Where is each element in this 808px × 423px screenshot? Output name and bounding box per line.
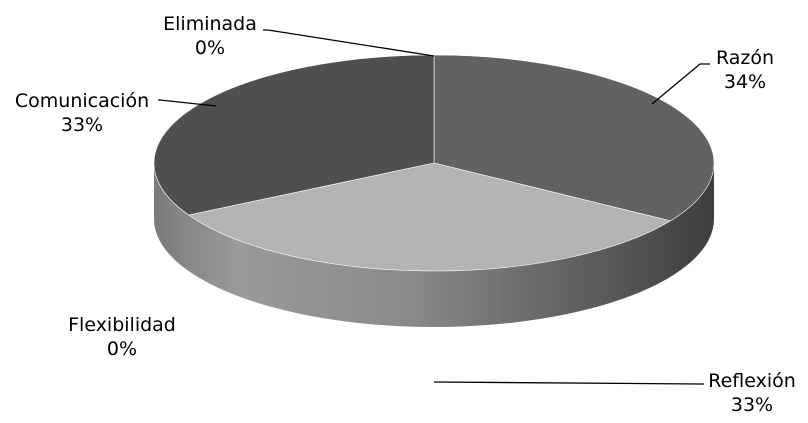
pie-slice-reflexion [187,162,672,272]
pie-top-faces [153,54,715,272]
pie-slice-razon [433,54,715,222]
data-label-reflexion: Reflexión 33% [696,369,808,417]
slice-name-reflexion: Reflexión [708,370,796,392]
pie-slice-comunicacion [153,54,435,216]
slice-value-razon: 34% [723,71,767,93]
leader-line-reflexion [433,381,704,385]
slice-name-comunicacion: Comunicación [14,90,150,112]
leader-line-comunicacion [158,99,217,107]
slice-value-reflexion: 33% [730,394,774,416]
leader-line-eliminada [263,29,435,57]
slice-value-flexibilidad: 0% [106,338,138,360]
data-label-razon: Razón 34% [700,46,790,94]
slice-name-razon: Razón [715,47,775,69]
leader-lines [158,29,710,385]
slice-name-flexibilidad: Flexibilidad [68,314,176,336]
data-label-comunicacion: Comunicación 33% [2,89,162,137]
data-label-eliminada: Eliminada 0% [150,12,270,60]
pie-side-band [154,163,714,327]
slice-value-eliminada: 0% [194,37,226,59]
leader-line-razon [651,63,710,105]
pie-sides [154,163,714,327]
data-label-flexibilidad: Flexibilidad 0% [52,313,192,361]
slice-value-comunicacion: 33% [60,114,104,136]
slice-name-eliminada: Eliminada [163,13,257,35]
